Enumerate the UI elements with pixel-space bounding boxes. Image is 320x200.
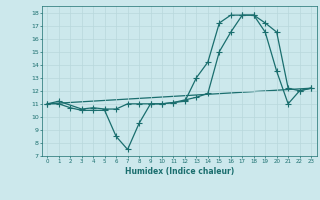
X-axis label: Humidex (Indice chaleur): Humidex (Indice chaleur) [124, 167, 234, 176]
